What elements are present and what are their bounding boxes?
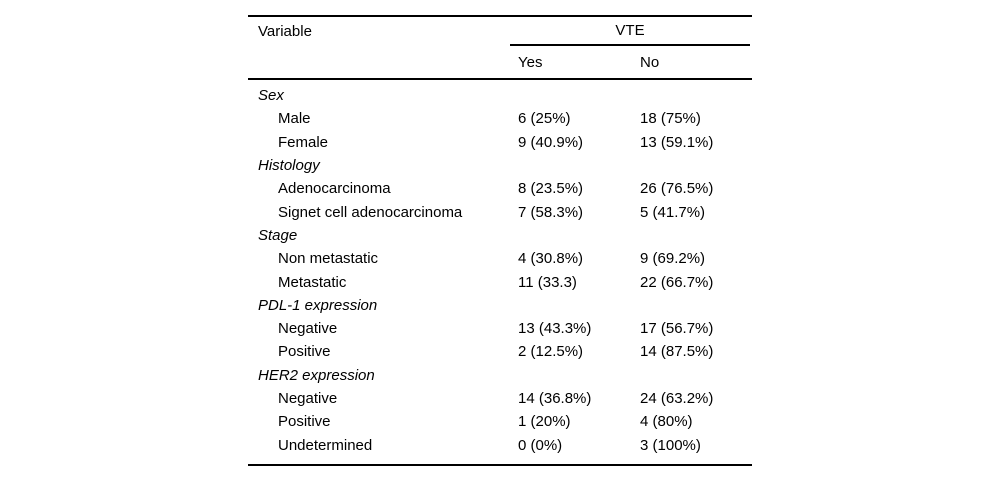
table-row: Negative 14 (36.8%) 24 (63.2%) (248, 387, 752, 410)
table-row: Metastatic 11 (33.3) 22 (66.7%) (248, 270, 752, 293)
table-row: Male 6 (25%) 18 (75%) (248, 107, 752, 130)
cell-vte-no: 17 (56.7%) (640, 320, 714, 338)
row-label: Metastatic (278, 273, 347, 291)
section-label: Stage (258, 226, 298, 244)
section-label: PDL-1 expression (258, 296, 378, 314)
column-header-variable: Variable (258, 23, 312, 40)
vte-table: Variable VTE Yes No Sex Male 6 (25%) 18 (75… (248, 15, 752, 466)
table-row: Adenocarcinoma 8 (23.5%) 26 (76.5%) (248, 177, 752, 200)
cell-vte-no: 5 (41.7%) (640, 203, 706, 221)
cell-vte-no: 3 (100%) (640, 436, 701, 454)
cell-vte-no: 18 (75%) (640, 110, 701, 128)
row-label: Signet cell adenocarcinoma (278, 203, 463, 221)
cell-vte-no: 26 (76.5%) (640, 180, 714, 198)
cell-vte-no: 22 (66.7%) (640, 273, 714, 291)
table-row: Female 9 (40.9%) 13 (59.1%) (248, 131, 752, 154)
section-row: Histology (248, 154, 752, 177)
cell-vte-no: 14 (87.5%) (640, 343, 714, 361)
row-label: Non metastatic (278, 250, 379, 268)
table-header: Variable VTE Yes No (248, 17, 752, 80)
table-row: Undetermined 0 (0%) 3 (100%) (248, 433, 752, 456)
cell-vte-yes: 13 (43.3%) (518, 320, 592, 338)
cell-vte-yes: 9 (40.9%) (518, 133, 584, 151)
row-label: Undetermined (278, 436, 373, 454)
row-label: Positive (278, 413, 331, 431)
row-label: Adenocarcinoma (278, 180, 391, 198)
cell-vte-no: 9 (69.2%) (640, 250, 706, 268)
cell-vte-yes: 11 (33.3) (518, 273, 577, 291)
table-row: Positive 2 (12.5%) 14 (87.5%) (248, 340, 752, 363)
header-row-subcolumns: Yes No (248, 46, 752, 78)
row-label: Negative (278, 390, 338, 407)
section-row: Stage (248, 224, 752, 247)
row-label: Negative (278, 320, 338, 338)
cell-vte-no: 13 (59.1%) (640, 133, 714, 151)
cell-vte-yes: 7 (58.3%) (518, 203, 584, 221)
cell-vte-yes: 4 (30.8%) (518, 250, 584, 268)
table-body: Sex Male 6 (25%) 18 (75%) Female 9 (40.9%) 13 … (248, 80, 752, 464)
table-row: Positive 1 (20%) 4 (80%) (248, 410, 752, 433)
section-row: Sex (248, 84, 752, 107)
row-label: Positive (278, 343, 331, 361)
section-row: PDL-1 expression (248, 294, 752, 317)
row-label: Female (278, 133, 329, 151)
header-row-spanner: Variable VTE (248, 17, 752, 46)
cell-vte-yes: 2 (12.5%) (518, 343, 584, 361)
cell-vte-no: 4 (80%) (640, 413, 693, 431)
section-label: Sex (258, 87, 284, 105)
cell-vte-yes: 6 (25%) (518, 110, 571, 128)
column-group-vte-label: VTE (615, 22, 645, 39)
cell-vte-no: 24 (63.2%) (640, 390, 714, 407)
section-row: HER2 expression (248, 364, 752, 387)
section-label: Histology (258, 157, 320, 175)
table-row: Negative 13 (43.3%) 17 (56.7%) (248, 317, 752, 340)
cell-vte-yes: 0 (0%) (518, 436, 563, 454)
section-label: HER2 expression (258, 366, 375, 384)
cell-vte-yes: 1 (20%) (518, 413, 571, 431)
column-header-yes: Yes (518, 53, 543, 71)
table-row: Non metastatic 4 (30.8%) 9 (69.2%) (248, 247, 752, 270)
column-header-no: No (640, 53, 660, 71)
table-row: Signet cell adenocarcinoma 7 (58.3%) 5 (41… (248, 200, 752, 223)
row-label: Male (278, 110, 311, 128)
cell-vte-yes: 14 (36.8%) (518, 390, 592, 407)
cell-vte-yes: 8 (23.5%) (518, 180, 584, 198)
column-group-vte: VTE (510, 17, 750, 46)
